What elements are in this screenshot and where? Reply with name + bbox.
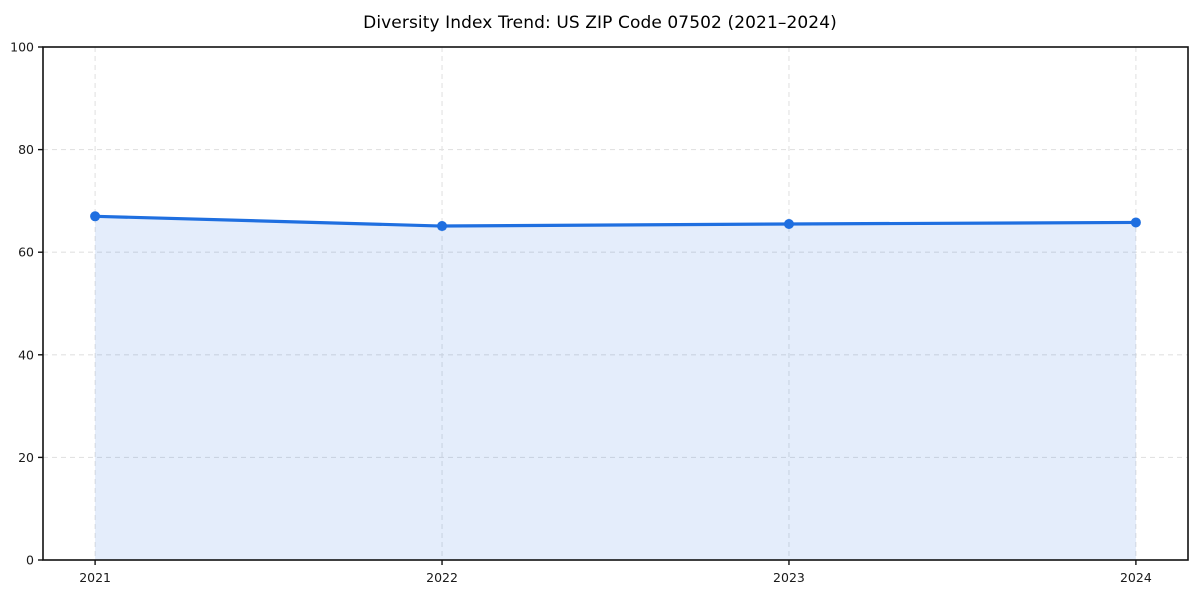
plot-border [42, 46, 1189, 561]
data-point-2023 [783, 218, 794, 229]
y-tick-label: 0 [26, 553, 34, 568]
x-tick-label: 2022 [426, 570, 458, 585]
y-tick-label: 40 [18, 347, 34, 362]
data-point-2022 [437, 221, 448, 232]
trend-line [93, 214, 1138, 228]
x-tick-label: 2023 [773, 570, 805, 585]
y-tick-label: 20 [18, 450, 34, 465]
chart-title: Diversity Index Trend: US ZIP Code 07502… [363, 13, 837, 33]
y-tick-label: 100 [10, 40, 34, 55]
area-fill [95, 216, 1136, 561]
y-tick-label: 80 [18, 142, 34, 157]
data-point-2024 [1130, 217, 1141, 228]
x-tick-label: 2021 [79, 570, 111, 585]
y-tick-label: 60 [18, 245, 34, 260]
data-point-2021 [90, 211, 101, 222]
x-tick-label: 2024 [1120, 570, 1152, 585]
